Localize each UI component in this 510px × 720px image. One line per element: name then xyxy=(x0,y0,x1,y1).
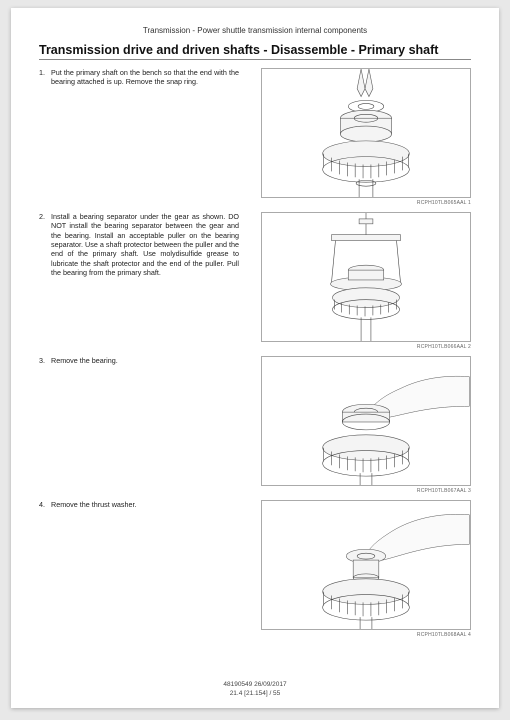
page-footer: 48190549 26/09/2017 21.4 [21.154] / 55 xyxy=(11,680,499,698)
manual-page: Transmission - Power shuttle transmissio… xyxy=(11,8,499,708)
step-body: Remove the thrust washer. xyxy=(51,500,239,509)
step: 1. Put the primary shaft on the bench so… xyxy=(39,68,471,206)
footer-line2: 21.4 [21.154] / 55 xyxy=(11,689,499,698)
step-body: Remove the bearing. xyxy=(51,356,239,365)
step: 2. Install a bearing separator under the… xyxy=(39,212,471,350)
figure-column: RCPH10TLB067AAL 3 xyxy=(239,356,471,494)
figure-caption: RCPH10TLB065AAL 1 xyxy=(261,200,471,206)
header-text: Transmission - Power shuttle transmissio… xyxy=(143,26,367,35)
figure-column: RCPH10TLB068AAL 4 xyxy=(239,500,471,638)
figure-4 xyxy=(261,500,471,630)
step-text: 3. Remove the bearing. xyxy=(39,356,239,365)
figure-2 xyxy=(261,212,471,342)
figure-caption: RCPH10TLB067AAL 3 xyxy=(261,488,471,494)
step-number: 1. xyxy=(39,68,51,87)
step-body: Install a bearing separator under the ge… xyxy=(51,212,239,278)
page-header: Transmission - Power shuttle transmissio… xyxy=(39,26,471,35)
step-text: 2. Install a bearing separator under the… xyxy=(39,212,239,278)
step-number: 2. xyxy=(39,212,51,278)
figure-caption: RCPH10TLB066AAL 2 xyxy=(261,344,471,350)
step-number: 4. xyxy=(39,500,51,509)
step-text: 1. Put the primary shaft on the bench so… xyxy=(39,68,239,87)
figure-1 xyxy=(261,68,471,198)
figure-caption: RCPH10TLB068AAL 4 xyxy=(261,632,471,638)
step-body: Put the primary shaft on the bench so th… xyxy=(51,68,239,87)
step: 4. Remove the thrust washer. xyxy=(39,500,471,638)
step-text: 4. Remove the thrust washer. xyxy=(39,500,239,509)
figure-3 xyxy=(261,356,471,486)
figure-column: RCPH10TLB066AAL 2 xyxy=(239,212,471,350)
footer-line1: 48190549 26/09/2017 xyxy=(11,680,499,689)
step-number: 3. xyxy=(39,356,51,365)
page-title: Transmission drive and driven shafts - D… xyxy=(39,43,471,60)
step: 3. Remove the bearing. xyxy=(39,356,471,494)
figure-column: RCPH10TLB065AAL 1 xyxy=(239,68,471,206)
